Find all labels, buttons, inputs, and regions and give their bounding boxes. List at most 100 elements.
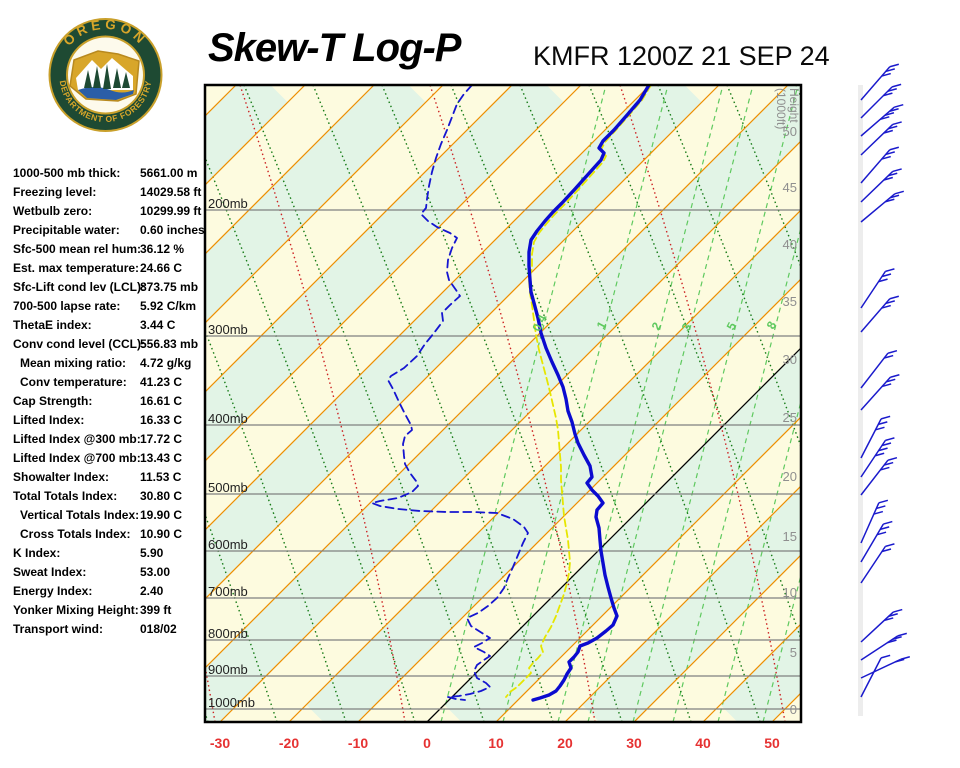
dry-adiabat (243, 85, 485, 722)
stat-value: 53.00 (140, 565, 171, 579)
mixing-ratio-line (632, 85, 799, 722)
stat-value: 5661.00 m (140, 166, 198, 180)
stat-row: Freezing level: 14029.58 ft (13, 185, 213, 204)
page-title: Skew-T Log-P (208, 26, 461, 70)
x-axis-tick-label: 20 (557, 735, 573, 751)
odf-logo-seal: OREGON DEPARTMENT OF FORESTRY (48, 17, 163, 132)
dry-adiabat (205, 328, 347, 722)
stat-value: 399 ft (140, 603, 172, 617)
stat-row: Conv cond level (CCL): 556.83 mb (13, 337, 213, 356)
pressure-label: 600mb (208, 537, 248, 552)
x-axis-tick-label: -30 (210, 735, 230, 751)
stat-value: 873.75 mb (140, 280, 199, 294)
stat-label: Vertical Totals Index: (20, 508, 140, 522)
skew-band (205, 85, 801, 722)
stat-label: Est. max temperature: (13, 261, 140, 275)
station-datetime: KMFR 1200Z 21 SEP 24 (533, 41, 830, 71)
stat-value: 5.90 (140, 546, 164, 560)
wind-barb (860, 656, 911, 679)
x-axis-tick-label: 0 (423, 735, 431, 751)
isotherm (564, 485, 801, 722)
skew-band (306, 209, 801, 722)
stat-row: Sfc-Lift cond lev (LCL): 873.75 mb (13, 280, 213, 299)
wind-barb (860, 374, 900, 411)
height-tick-label: 20 (783, 469, 797, 484)
stat-value: 10299.99 ft (140, 204, 202, 218)
skew-band (0, 85, 133, 722)
isotherm (205, 85, 582, 462)
stat-row: Cap Strength: 16.61 C (13, 394, 213, 413)
wind-barb (860, 543, 895, 584)
pressure-label: 1000mb (208, 695, 255, 710)
height-tick-label: 50 (783, 124, 797, 139)
stat-label: Sweat Index: (13, 565, 87, 579)
stat-label: 1000-500 mb thick: (13, 166, 121, 180)
wind-barb (860, 146, 900, 184)
stat-row: Lifted Index: 16.33 C (13, 413, 213, 432)
stat-label: Conv cond level (CCL): (13, 337, 146, 351)
wetbulb-trace (505, 85, 652, 698)
dewpoint-trace (371, 85, 529, 701)
stat-row: Precipitable water: 0.60 inches (13, 223, 213, 242)
skew-band (876, 85, 960, 722)
odf-logo: OREGON DEPARTMENT OF FORESTRY (48, 17, 163, 132)
stat-label: ThetaE index: (13, 318, 92, 332)
wind-barb (860, 608, 903, 643)
dry-adiabat (657, 85, 801, 449)
dry-adiabat (312, 85, 554, 722)
stat-row: Yonker Mixing Height: 399 ft (13, 603, 213, 622)
stat-label: Lifted Index: (13, 413, 85, 427)
x-axis-tick-label: -10 (348, 735, 368, 751)
wind-barb (860, 63, 900, 101)
stat-label: Sfc-500 mean rel hum: (13, 242, 142, 256)
stat-value: 30.80 C (140, 489, 183, 503)
wind-barb (860, 415, 891, 459)
stat-value: 2.40 (140, 584, 164, 598)
stat-row: Sfc-500 mean rel hum: 36.12 % (13, 242, 213, 261)
stat-row: Total Totals Index: 30.80 C (13, 489, 213, 508)
stat-value: 3.44 C (140, 318, 176, 332)
isotherm (205, 85, 513, 393)
isotherm (633, 554, 801, 722)
height-tick-label: 35 (783, 294, 797, 309)
isotherm (205, 85, 720, 600)
wind-barb-column (860, 63, 911, 698)
stat-value: 36.12 % (140, 242, 185, 256)
stat-value: 0.60 inches (140, 223, 205, 237)
height-axis-title-units: (1000ft) (774, 88, 788, 129)
skew-band (582, 485, 801, 722)
stat-value: 556.83 mb (140, 337, 199, 351)
pressure-label: 500mb (208, 480, 248, 495)
isotherm (288, 209, 801, 722)
stat-row: Vertical Totals Index: 19.90 C (13, 508, 213, 527)
height-tick-label: 5 (790, 645, 797, 660)
height-tick-label: 15 (783, 529, 797, 544)
wind-barb (860, 121, 902, 156)
isotherm (205, 85, 237, 117)
isotherm (205, 85, 651, 531)
stat-row: Cross Totals Index: 10.90 C (13, 527, 213, 546)
stat-label: Freezing level: (13, 185, 97, 199)
wind-barb (860, 456, 898, 496)
pressure-label: 700mb (208, 584, 248, 599)
stat-label: Cap Strength: (13, 394, 93, 408)
stat-value: 10.90 C (140, 527, 183, 541)
plot-area: 0.4 1 2 3 5 850454035302520151050Height(1000f… (0, 85, 960, 722)
height-tick-label: 45 (783, 180, 797, 195)
stat-row: Showalter Index: 11.53 C (13, 470, 213, 489)
isotherm (205, 85, 444, 324)
stat-value: 41.23 C (140, 375, 183, 389)
stat-value: 018/02 (140, 622, 177, 636)
stat-label: Lifted Index @300 mb: (13, 432, 141, 446)
height-tick-label: 10 (783, 585, 797, 600)
stat-value: 17.72 C (140, 432, 183, 446)
isotherm (205, 85, 789, 669)
zero-isotherm (426, 347, 801, 722)
dry-adiabat (519, 85, 761, 722)
height-tick-label: 30 (783, 352, 797, 367)
mixing-ratio-line (717, 399, 801, 722)
stat-value: 5.92 C/km (140, 299, 197, 313)
dry-adiabat (450, 85, 692, 722)
